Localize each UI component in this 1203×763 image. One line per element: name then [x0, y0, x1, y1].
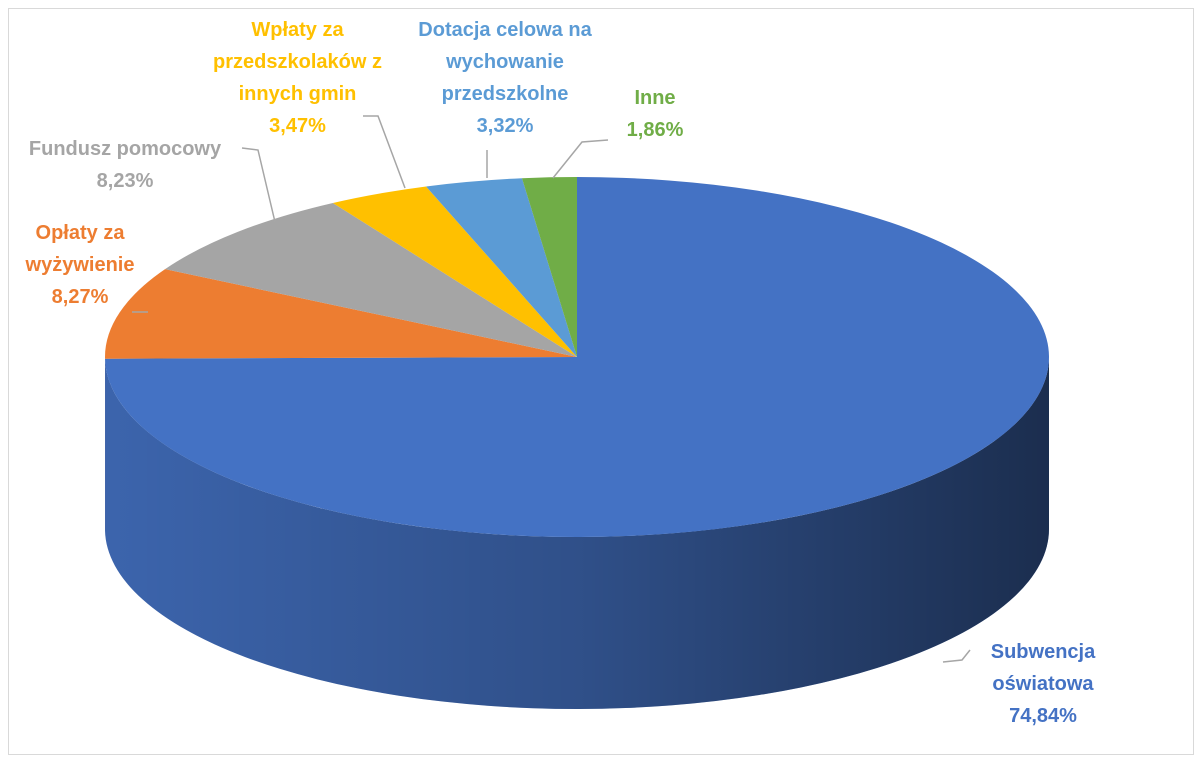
- slice: [105, 269, 577, 359]
- category-label: Wpłaty za przedszkolaków z innych gmin: [213, 19, 382, 105]
- slice: [426, 178, 577, 357]
- slice: [105, 177, 1050, 537]
- leader-line: [942, 649, 971, 663]
- slice-side-shade: [105, 357, 1050, 709]
- slice: [165, 202, 577, 357]
- data-label: Inne 1,86%: [605, 82, 705, 146]
- value-label: 1,86%: [626, 119, 684, 141]
- value-label: 8,27%: [51, 286, 109, 308]
- slice: [332, 186, 577, 357]
- value-label: 3,47%: [269, 115, 326, 137]
- leader-line: [241, 147, 276, 223]
- data-label: Opłaty za wyżywienie 8,27%: [5, 217, 155, 313]
- data-label: Fundusz pomocowy 8,23%: [0, 133, 250, 197]
- slice: [521, 177, 577, 357]
- value-label: 3,32%: [476, 115, 534, 137]
- value-label: 8,23%: [96, 170, 154, 192]
- leader-line: [552, 139, 609, 179]
- data-label: Wpłaty za przedszkolaków z innych gmin 3,…: [200, 14, 395, 142]
- leader-line: [363, 115, 406, 189]
- category-label: Subwencja oświatowa: [990, 641, 1096, 695]
- data-label: Dotacja celowa na wychowanie przedszkoln…: [400, 14, 610, 142]
- category-label: Fundusz pomocowy: [28, 138, 222, 160]
- category-label: Opłaty za wyżywienie: [25, 222, 135, 276]
- data-label: Subwencja oświatowa 74,84%: [968, 636, 1118, 732]
- category-label: Inne: [634, 87, 676, 109]
- chart-frame: [8, 8, 1194, 755]
- category-label: Dotacja celowa na wychowanie przedszkoln…: [418, 19, 592, 105]
- value-label: 74,84%: [1009, 705, 1077, 727]
